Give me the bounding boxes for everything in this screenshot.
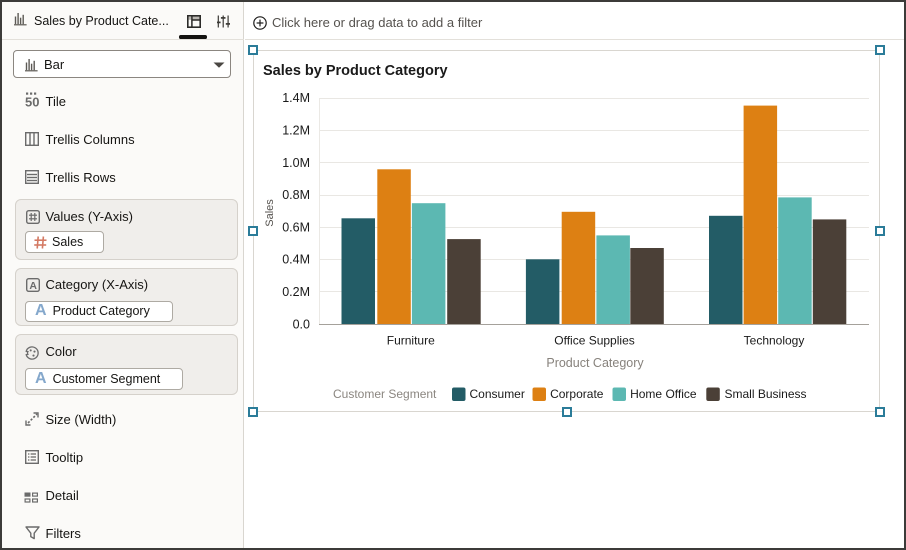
svg-text:Corporate: Corporate — [550, 387, 604, 401]
svg-text:Home Office: Home Office — [630, 387, 697, 401]
svg-text:Sales: Sales — [264, 199, 276, 227]
svg-text:Small Business: Small Business — [725, 387, 807, 401]
svg-text:Furniture: Furniture — [387, 333, 435, 347]
svg-text:0.6M: 0.6M — [282, 220, 310, 234]
svg-text:0.0: 0.0 — [293, 317, 310, 331]
svg-text:Consumer: Consumer — [470, 387, 525, 401]
svg-text:Customer Segment: Customer Segment — [333, 387, 437, 401]
svg-text:1.4M: 1.4M — [282, 91, 310, 105]
svg-text:Product Category: Product Category — [546, 356, 644, 370]
svg-text:Technology: Technology — [744, 333, 805, 347]
svg-text:Office Supplies: Office Supplies — [554, 333, 635, 347]
svg-text:A: A — [29, 280, 37, 292]
svg-text:0.8M: 0.8M — [282, 188, 310, 202]
svg-text:1.0M: 1.0M — [282, 156, 310, 170]
svg-text:0.4M: 0.4M — [282, 253, 310, 267]
svg-text:1.2M: 1.2M — [282, 124, 310, 138]
svg-text:50: 50 — [25, 95, 39, 109]
svg-text:0.2M: 0.2M — [282, 285, 310, 299]
